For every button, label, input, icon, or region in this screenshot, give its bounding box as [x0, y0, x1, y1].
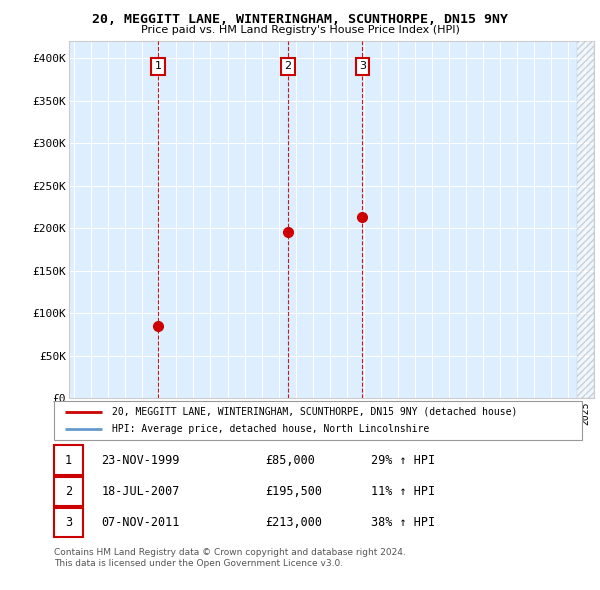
Text: 20, MEGGITT LANE, WINTERINGHAM, SCUNTHORPE, DN15 9NY: 20, MEGGITT LANE, WINTERINGHAM, SCUNTHOR… [92, 13, 508, 26]
Text: 38% ↑ HPI: 38% ↑ HPI [371, 516, 435, 529]
Bar [54, 508, 83, 537]
Text: 18-JUL-2007: 18-JUL-2007 [101, 484, 180, 498]
Text: 3: 3 [65, 516, 72, 529]
Bar [54, 445, 83, 474]
Text: £85,000: £85,000 [265, 454, 315, 467]
Text: 2: 2 [65, 484, 72, 498]
Text: Contains HM Land Registry data © Crown copyright and database right 2024.: Contains HM Land Registry data © Crown c… [54, 548, 406, 556]
Text: This data is licensed under the Open Government Licence v3.0.: This data is licensed under the Open Gov… [54, 559, 343, 568]
Text: 1: 1 [65, 454, 72, 467]
Text: Price paid vs. HM Land Registry's House Price Index (HPI): Price paid vs. HM Land Registry's House … [140, 25, 460, 35]
Text: 20, MEGGITT LANE, WINTERINGHAM, SCUNTHORPE, DN15 9NY (detached house): 20, MEGGITT LANE, WINTERINGHAM, SCUNTHOR… [112, 407, 517, 417]
Text: 11% ↑ HPI: 11% ↑ HPI [371, 484, 435, 498]
Text: 23-NOV-1999: 23-NOV-1999 [101, 454, 180, 467]
Text: 1: 1 [154, 61, 161, 71]
Text: 3: 3 [359, 61, 366, 71]
Text: £213,000: £213,000 [265, 516, 322, 529]
Text: 29% ↑ HPI: 29% ↑ HPI [371, 454, 435, 467]
Text: HPI: Average price, detached house, North Lincolnshire: HPI: Average price, detached house, Nort… [112, 424, 430, 434]
Text: 2: 2 [284, 61, 292, 71]
Bar [54, 477, 83, 506]
Text: 07-NOV-2011: 07-NOV-2011 [101, 516, 180, 529]
Text: £195,500: £195,500 [265, 484, 322, 498]
